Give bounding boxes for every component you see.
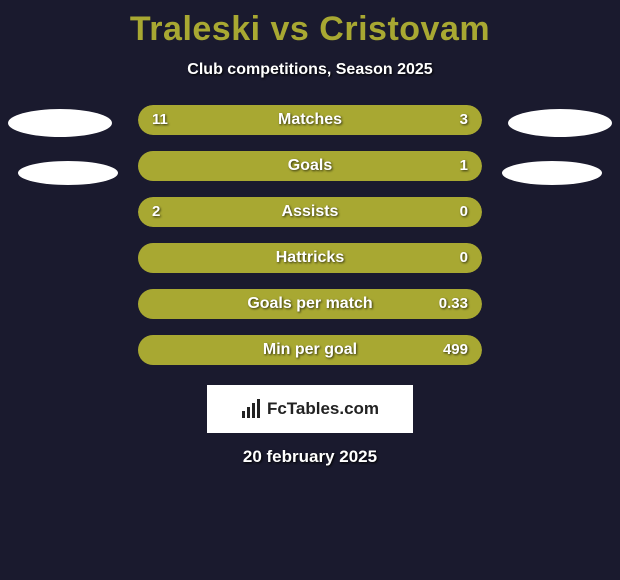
player1-team-placeholder <box>18 161 118 185</box>
vs-text: vs <box>271 10 310 48</box>
stat-row: Assists2 0 <box>138 197 482 227</box>
date-text: 20 february 2025 <box>0 447 620 467</box>
player1-name: Traleski <box>130 10 261 48</box>
stat-label: Hattricks <box>138 243 482 273</box>
source-logo: FcTables.com <box>207 385 413 433</box>
stat-value-right: 0 <box>460 243 468 273</box>
stat-row: Hattricks0 <box>138 243 482 273</box>
stat-bars: Matches113Goals1Assists20Hattricks0Goals… <box>138 105 482 381</box>
stat-value-right: 499 <box>443 335 468 365</box>
stat-value-right: 3 <box>460 105 468 135</box>
comparison-title: Traleski vs Cristovam <box>0 0 620 49</box>
stat-value-left: 2 <box>152 197 160 227</box>
stat-row: Goals per match0.33 <box>138 289 482 319</box>
stat-label: Matches <box>138 105 482 135</box>
stat-row: Min per goal499 <box>138 335 482 365</box>
chart-icon <box>241 399 261 419</box>
stat-value-right: 0 <box>460 197 468 227</box>
stat-label: Min per goal <box>138 335 482 365</box>
stat-value-right: 0.33 <box>439 289 468 319</box>
stat-label: Goals per match <box>138 289 482 319</box>
source-logo-text: FcTables.com <box>267 399 379 419</box>
stat-row: Matches11 3 <box>138 105 482 135</box>
chart-area: Matches113Goals1Assists20Hattricks0Goals… <box>0 105 620 375</box>
player2-name: Cristovam <box>319 10 490 48</box>
player2-team-placeholder <box>502 161 602 185</box>
subtitle: Club competitions, Season 2025 <box>0 61 620 79</box>
player2-photo-placeholder <box>508 109 612 137</box>
stat-value-left: 11 <box>152 105 168 135</box>
stat-row: Goals1 <box>138 151 482 181</box>
stat-label: Assists <box>138 197 482 227</box>
stat-label: Goals <box>138 151 482 181</box>
player1-photo-placeholder <box>8 109 112 137</box>
stat-value-right: 1 <box>460 151 468 181</box>
